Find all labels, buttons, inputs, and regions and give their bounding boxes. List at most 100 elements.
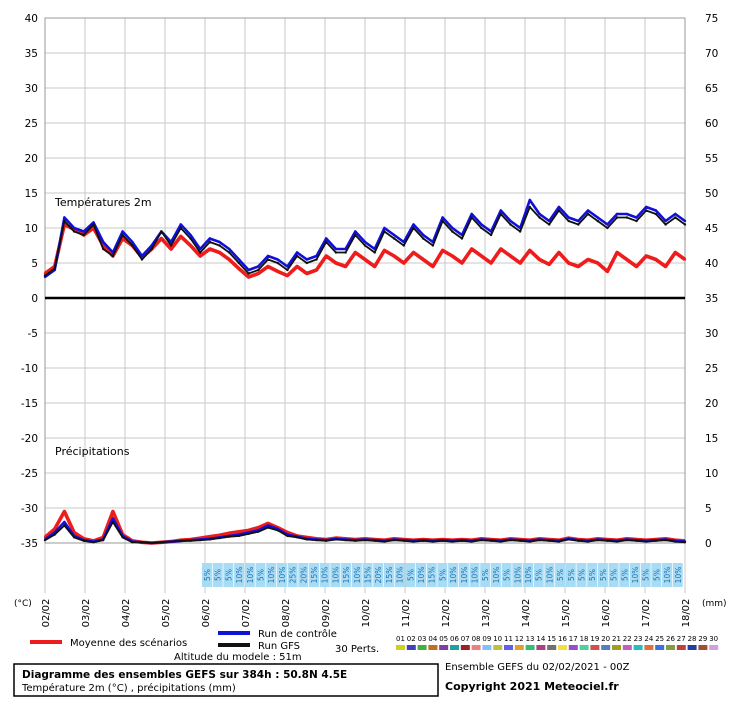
snow-box — [608, 563, 619, 587]
snow-box — [458, 563, 469, 587]
snow-box — [512, 563, 523, 587]
temp-point-run-gfs — [140, 258, 144, 261]
temp-point-run-de-contr-le — [121, 230, 124, 233]
precip-point-run-gfs — [654, 539, 658, 543]
precip-point-moyenne-des-sc-narios — [257, 526, 260, 529]
temp-point-run-gfs — [334, 251, 338, 254]
precip-point-moyenne-des-sc-narios — [218, 534, 221, 537]
precip-point-run-gfs — [606, 539, 609, 543]
precip-point-run-gfs — [131, 541, 134, 544]
temp-point-moyenne-des-sc-narios — [557, 251, 561, 254]
temp-point-run-gfs — [577, 223, 580, 226]
snow-label: 10% — [674, 567, 683, 584]
precip-point-run-gfs — [82, 539, 85, 543]
temp-point-moyenne-des-sc-narios — [538, 258, 541, 261]
pert-swatch — [460, 645, 470, 650]
snow-label: 10% — [246, 567, 255, 584]
precip-point-moyenne-des-sc-narios — [228, 532, 231, 535]
temp-point-moyenne-des-sc-narios — [625, 258, 629, 261]
temp-point-run-de-contr-le — [557, 205, 561, 209]
grid — [44, 17, 686, 593]
snow-label: 10% — [663, 567, 672, 584]
precip-point-run-gfs — [616, 540, 619, 543]
x-date-label: 10/02 — [361, 599, 372, 628]
temp-point-moyenne-des-sc-narios — [160, 237, 163, 240]
temp-point-moyenne-des-sc-narios — [518, 261, 522, 265]
x-date-label: 17/02 — [641, 599, 652, 628]
snow-box — [630, 563, 640, 587]
left-tick-label: 5 — [31, 258, 38, 270]
temp-point-moyenne-des-sc-narios — [635, 265, 638, 268]
temp-point-run-gfs — [460, 237, 464, 240]
pert-swatch — [579, 645, 589, 650]
temp-series — [43, 198, 687, 279]
temp-point-run-de-contr-le — [325, 237, 328, 240]
temp-point-run-gfs — [683, 223, 687, 226]
precip-point-run-gfs — [286, 534, 289, 538]
left-tick-label: -5 — [28, 328, 38, 340]
temp-point-run-de-contr-le — [674, 212, 677, 216]
left-tick-label: 15 — [25, 188, 38, 200]
right-tick-label: 20 — [705, 398, 718, 410]
temp-point-run-de-contr-le — [276, 258, 279, 261]
temp-point-run-de-contr-le — [412, 223, 415, 226]
pert-swatch — [633, 645, 643, 650]
x-date-label: 11/02 — [401, 599, 412, 628]
snow-label: 10% — [278, 567, 287, 584]
snow-box — [587, 563, 598, 587]
pert-number: 24 — [644, 635, 653, 643]
snow-label: 5% — [642, 569, 651, 581]
right-tick-label: 75 — [705, 13, 718, 25]
precip-point-run-gfs — [509, 539, 512, 542]
temp-point-moyenne-des-sc-narios — [645, 254, 648, 258]
snow-box — [287, 563, 298, 587]
temp-point-run-gfs — [325, 240, 328, 244]
temp-point-run-de-contr-le — [606, 223, 609, 226]
snow-box — [255, 563, 266, 587]
temp-point-moyenne-des-sc-narios — [664, 265, 667, 268]
temp-point-run-gfs — [528, 205, 532, 209]
temp-point-moyenne-des-sc-narios — [334, 261, 338, 265]
precip-point-run-gfs — [150, 541, 153, 545]
snow-label: 5% — [224, 569, 233, 581]
snow-label: 5% — [535, 569, 544, 581]
precip-point-run-gfs — [489, 539, 493, 543]
temp-point-run-de-contr-le — [101, 240, 105, 244]
precip-point-run-gfs — [383, 540, 386, 543]
temp-point-run-de-contr-le — [72, 226, 76, 230]
x-date-label: 03/02 — [81, 599, 92, 628]
snow-box — [480, 563, 491, 587]
altitude-text: Altitude du modele : 51m — [174, 652, 302, 663]
temp-point-run-gfs — [470, 216, 473, 219]
pert-number: 16 — [558, 635, 567, 643]
temp-point-moyenne-des-sc-narios — [528, 249, 532, 252]
right-tick-label: 40 — [705, 258, 718, 270]
snow-label: 15% — [428, 567, 437, 584]
precip-point-run-gfs — [160, 541, 163, 544]
precip-point-run-gfs — [296, 536, 299, 539]
temp-point-run-de-contr-le — [334, 247, 338, 251]
pert-swatch — [504, 645, 513, 650]
snow-label: 5% — [257, 569, 266, 581]
precip-point-run-gfs — [363, 539, 367, 542]
precip-point-run-gfs — [354, 539, 357, 543]
right-tick-label: 65 — [705, 83, 718, 95]
plot-frame — [44, 17, 686, 544]
left-unit: (°C) — [14, 599, 32, 609]
temp-point-moyenne-des-sc-narios — [276, 270, 279, 273]
temp-point-run-gfs — [257, 268, 260, 272]
temp-point-run-gfs — [518, 230, 522, 233]
snow-box — [234, 563, 245, 587]
x-date-label: 12/02 — [441, 599, 452, 628]
temp-point-moyenne-des-sc-narios — [431, 265, 435, 268]
snow-box — [523, 563, 533, 587]
precip-point-run-gfs — [373, 539, 376, 543]
temp-point-run-gfs — [131, 244, 134, 247]
precip-point-moyenne-des-sc-narios — [208, 535, 211, 538]
pert-number: 30 — [709, 635, 718, 643]
temp-point-run-gfs — [402, 244, 405, 247]
snow-box — [405, 563, 416, 587]
temp-point-run-gfs — [509, 223, 512, 226]
temp-point-run-de-contr-le — [451, 226, 454, 230]
